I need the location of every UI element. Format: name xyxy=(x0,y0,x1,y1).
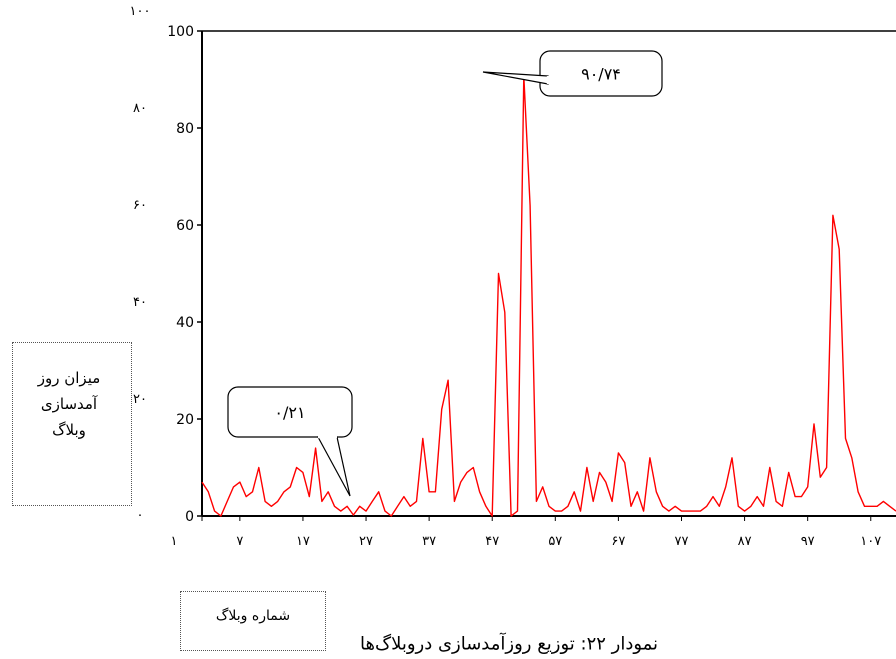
y-tick-label: ۶۰ xyxy=(133,198,147,213)
y-axis-label-line: میزان روز xyxy=(37,369,101,387)
chart-caption: نمودار ۲۲: توزیع روزآمدسازی دروبلاگ‌ها xyxy=(360,633,659,655)
x-tick-label: ۱ xyxy=(171,534,178,549)
x-tick-label: ۲۷ xyxy=(359,534,373,549)
x-tick-label: ۸۷ xyxy=(738,534,752,549)
y-axis-label: میزان روز آمدسازی وبلاگ xyxy=(21,365,117,443)
y-axis-label-line: وبلاگ xyxy=(52,421,86,439)
callout-box xyxy=(227,386,353,438)
x-tick-label: ۷ xyxy=(236,534,243,549)
callout-label: ۰/۲۱ xyxy=(274,403,305,422)
annotation-callout: ۹۰/۷۴ xyxy=(482,50,663,97)
series-layer xyxy=(201,75,896,517)
x-tick-label: ۶۷ xyxy=(611,534,625,549)
y-tick-label: ۰ xyxy=(137,508,144,523)
x-axis-label-box: شماره وبلاگ xyxy=(180,591,326,651)
callouts: ۹۰/۷۴ ۰/۲۱ xyxy=(227,50,663,497)
y-tick-label: 80 xyxy=(176,121,194,137)
y-tick-label: 100 xyxy=(167,24,194,40)
x-axis-label: شماره وبلاگ xyxy=(215,608,291,624)
y-axis-label-box: میزان روز آمدسازی وبلاگ xyxy=(12,342,132,506)
y-axis-label-line: آمدسازی xyxy=(40,395,98,413)
x-tick-label: ۱۷ xyxy=(296,534,310,549)
x-tick-label: ۹۷ xyxy=(801,534,815,549)
x-tick-label: ۱۰۷ xyxy=(860,534,881,549)
x-tick-label: ۳۷ xyxy=(422,534,436,549)
y-tick-label: ۸۰ xyxy=(133,101,147,116)
chart-axes xyxy=(201,30,896,517)
callout-pointer xyxy=(482,71,549,85)
series-line xyxy=(201,75,896,517)
y-tick-label: ۴۰ xyxy=(133,295,147,310)
annotation-callout: ۰/۲۱ xyxy=(227,386,353,497)
x-tick-label: ۷۷ xyxy=(675,534,689,549)
x-tick-label: ۵۷ xyxy=(548,534,562,549)
x-tick-label: ۴۷ xyxy=(485,534,499,549)
y-tick-label: 0 xyxy=(185,509,194,525)
callout-box xyxy=(539,50,663,97)
y-tick-label: 60 xyxy=(176,218,194,234)
y-tick-label: ۱۰۰ xyxy=(130,4,151,19)
y-tick-label: 20 xyxy=(176,412,194,428)
y-tick-label: 40 xyxy=(176,315,194,331)
y-tick-label: ۲۰ xyxy=(133,392,147,407)
callout-label: ۹۰/۷۴ xyxy=(581,65,621,84)
callout-pointer xyxy=(316,436,351,497)
